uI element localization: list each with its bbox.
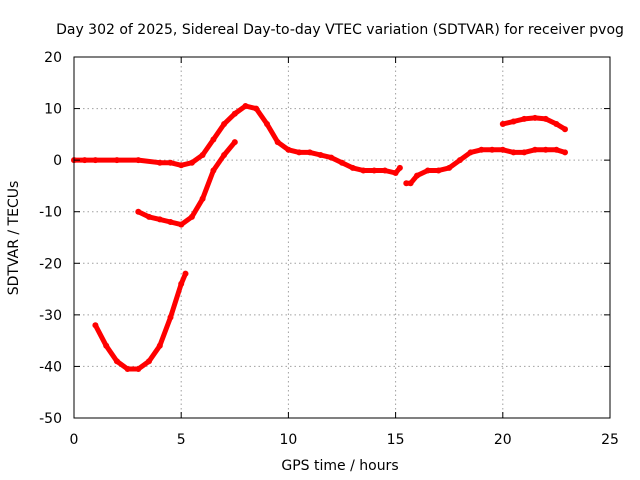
grid-lines <box>74 57 610 418</box>
data-point <box>553 121 560 127</box>
data-point <box>167 159 174 166</box>
data-point <box>92 322 99 329</box>
data-point <box>199 152 206 158</box>
series-line-segment-2 <box>403 147 568 186</box>
data-point <box>92 157 99 164</box>
data-point <box>510 118 517 125</box>
data-point <box>396 164 403 171</box>
data-point <box>103 342 110 349</box>
data-point <box>392 170 399 176</box>
y-tick-label: 0 <box>53 153 62 169</box>
data-point <box>562 149 568 156</box>
y-tick-label: -40 <box>39 359 62 375</box>
y-tick-label: -30 <box>39 308 62 324</box>
y-axis-label: SDTVAR / TECUs <box>6 181 22 296</box>
data-point <box>414 172 420 179</box>
data-point <box>349 164 356 171</box>
data-point <box>478 146 485 153</box>
data-point <box>188 213 195 220</box>
data-point <box>499 146 506 153</box>
x-tick-label: 5 <box>177 432 186 448</box>
data-point <box>371 167 378 174</box>
y-axis-ticks: -50 -40 -30 -20 -10 0 10 20 <box>39 50 610 427</box>
data-point <box>532 114 538 121</box>
data-point <box>521 115 528 122</box>
data-point <box>532 146 538 153</box>
x-axis-ticks: 0 5 10 15 20 25 <box>70 57 619 448</box>
data-point <box>467 149 474 156</box>
data-point <box>135 366 142 372</box>
data-point <box>424 167 431 174</box>
x-tick-label: 15 <box>387 432 405 448</box>
data-point <box>156 216 163 223</box>
series-line-segment-1 <box>71 103 403 176</box>
data-point <box>274 139 281 146</box>
data-point <box>167 314 174 321</box>
data-point <box>182 270 189 277</box>
data-point <box>285 146 292 153</box>
x-tick-label: 25 <box>601 432 619 448</box>
y-tick-label: -50 <box>39 411 62 427</box>
data-point <box>135 157 142 164</box>
y-tick-label: -20 <box>39 256 62 272</box>
data-point <box>360 167 367 174</box>
data-point <box>231 110 238 117</box>
series-line-segment-5 <box>92 271 188 372</box>
data-point <box>178 221 185 228</box>
chart-title: Day 302 of 2025, Sidereal Day-to-day VTE… <box>56 22 624 38</box>
data-point <box>553 146 560 153</box>
data-point <box>264 121 270 127</box>
data-point <box>306 149 313 156</box>
data-point <box>317 152 324 158</box>
series-line-segment-4 <box>135 139 238 228</box>
data-point <box>135 208 142 215</box>
data-point <box>296 149 303 156</box>
data-point <box>542 115 549 122</box>
data-point <box>210 167 217 174</box>
data-point <box>113 358 120 365</box>
y-tick-label: 10 <box>44 102 62 118</box>
data-point <box>242 103 249 109</box>
data-point <box>113 157 120 164</box>
data-series <box>71 103 568 372</box>
data-point <box>156 159 163 166</box>
data-point <box>167 219 174 225</box>
data-point <box>456 157 463 164</box>
data-point <box>521 149 528 156</box>
data-point <box>381 167 388 174</box>
data-point <box>188 159 195 166</box>
data-point <box>124 366 131 372</box>
y-tick-label: 20 <box>44 50 62 66</box>
data-point <box>146 358 152 365</box>
data-point <box>178 162 185 169</box>
data-point <box>156 342 163 349</box>
data-point <box>253 105 260 112</box>
data-point <box>435 167 442 174</box>
y-tick-label: -10 <box>39 205 62 221</box>
data-point <box>542 146 549 153</box>
x-tick-label: 10 <box>279 432 297 448</box>
data-point <box>339 159 345 166</box>
data-point <box>81 157 88 164</box>
data-point <box>199 195 206 202</box>
x-tick-label: 0 <box>70 432 79 448</box>
data-point <box>328 154 335 161</box>
data-point <box>489 146 496 153</box>
data-point <box>210 136 217 143</box>
data-point <box>446 164 453 171</box>
data-point <box>499 121 506 127</box>
data-point <box>231 139 238 146</box>
data-point <box>221 121 228 127</box>
data-point <box>403 180 410 187</box>
data-point <box>221 152 228 158</box>
plot-frame <box>73 56 611 419</box>
data-point <box>562 126 568 133</box>
data-point <box>178 280 185 287</box>
data-point <box>510 149 517 156</box>
data-point <box>146 213 152 220</box>
x-axis-label: GPS time / hours <box>281 458 398 474</box>
data-point <box>407 180 414 187</box>
x-tick-label: 20 <box>494 432 512 448</box>
